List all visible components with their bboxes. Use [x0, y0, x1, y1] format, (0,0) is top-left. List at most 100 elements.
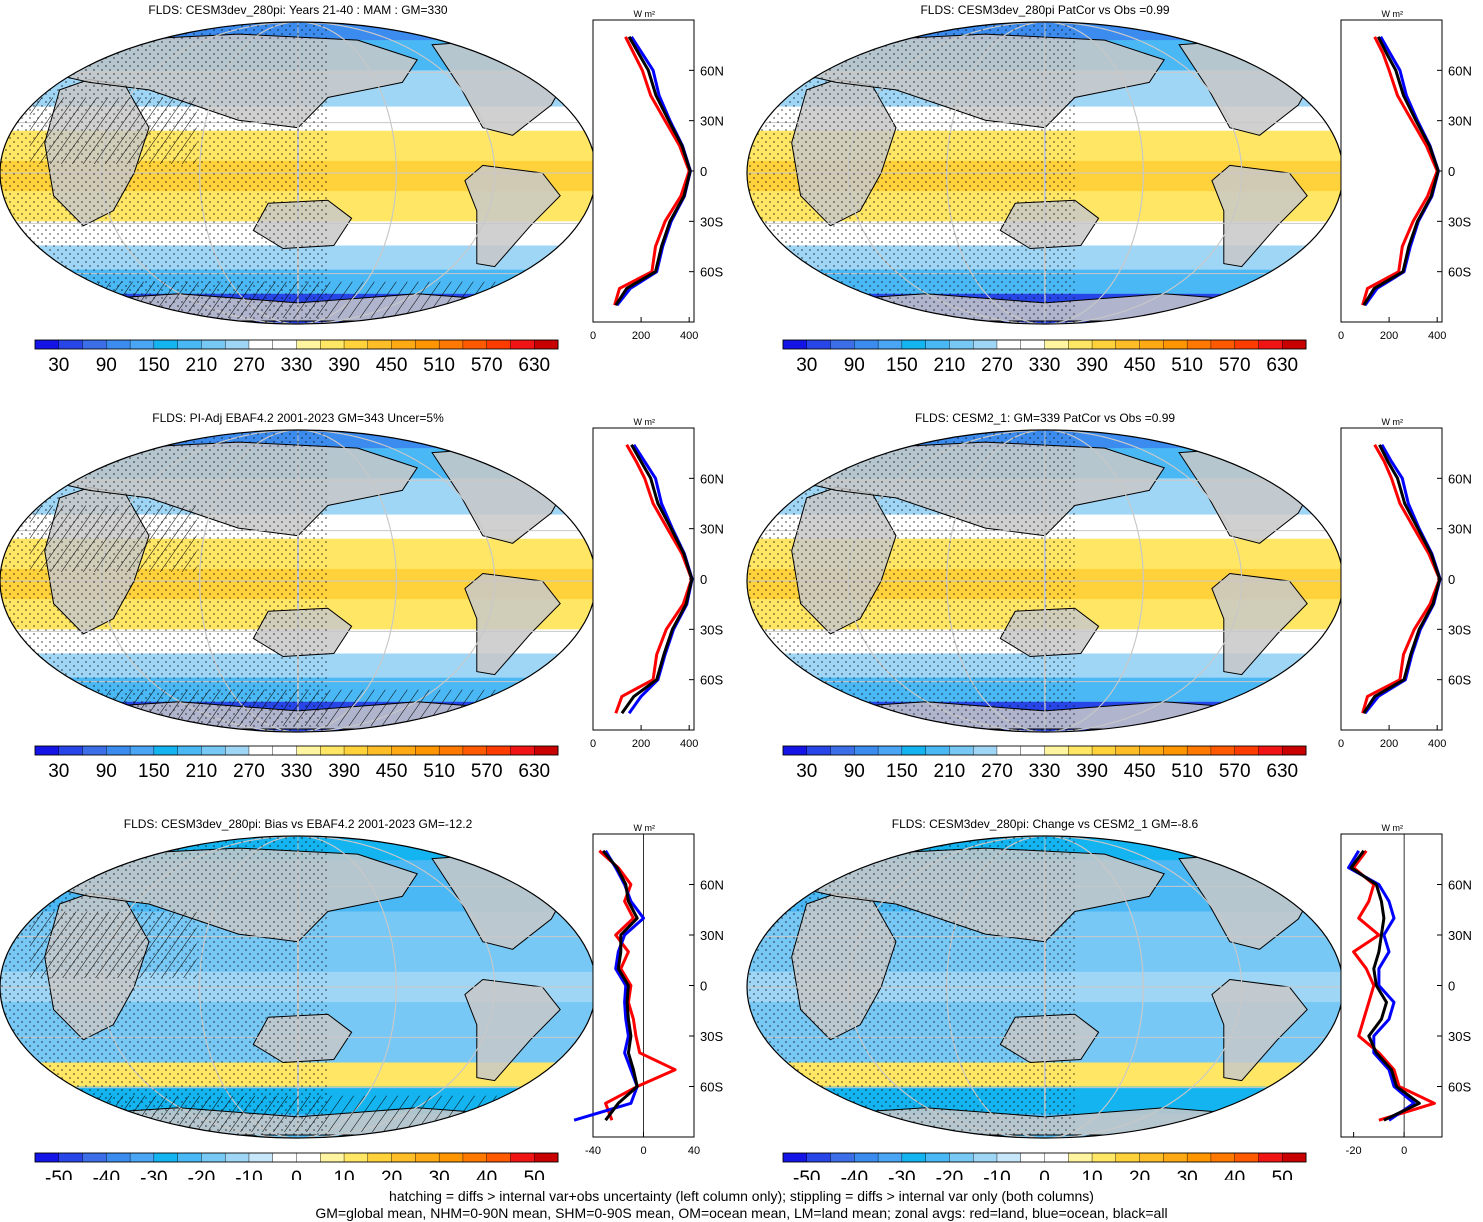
hatch-overlay [59, 1095, 537, 1132]
colorbar-tick-label: 450 [1124, 761, 1156, 782]
profile-y-label: 30N [1448, 114, 1472, 129]
colorbar-swatch [1068, 745, 1093, 756]
profile-x-label: 200 [1380, 738, 1398, 750]
colorbar-tick-label: 510 [423, 355, 455, 376]
profile-y-label: 30N [700, 928, 724, 943]
profile-x-label: 0 [640, 1145, 646, 1157]
colorbar-swatch [177, 339, 202, 350]
colorbar-swatch [782, 1152, 808, 1163]
colorbar-swatch [1139, 745, 1164, 756]
colorbar-tick-label: 210 [186, 355, 218, 376]
colorbar-tick-label: 390 [1076, 761, 1108, 782]
profile-y-label: 60S [1448, 673, 1471, 688]
stipple-overlay [747, 430, 1075, 732]
profile-y-label: 30N [700, 522, 724, 537]
stipple-overlay [0, 836, 328, 1138]
colorbar-tick-label: 390 [328, 355, 360, 376]
profile-x-label: 200 [632, 330, 650, 342]
colorbar-swatch [854, 339, 879, 350]
colorbar-swatch [1258, 745, 1283, 756]
colorbar-tick-label: 270 [981, 355, 1013, 376]
stipple-overlay [0, 430, 328, 732]
colorbar-tick-label: 390 [1076, 355, 1108, 376]
colorbar-tick-label: 570 [1219, 355, 1251, 376]
profile-x-label: 400 [680, 330, 698, 342]
colorbar-tick-label: 30 [429, 1168, 450, 1180]
colorbar-swatch [901, 745, 927, 756]
colorbar-swatch [1139, 1152, 1164, 1163]
colorbar-frame [34, 745, 559, 756]
profile-frame [1340, 833, 1443, 1138]
colorbar-swatch [1258, 339, 1283, 350]
colorbar-swatch [296, 339, 321, 350]
colorbar-tick-label: 30 [48, 355, 69, 376]
colorbar-swatch [925, 339, 950, 350]
profile-x-label: 0 [1338, 330, 1344, 342]
colorbar-swatch [320, 339, 345, 350]
colorbar-tick-label: 40 [476, 1168, 497, 1180]
continent-outline [1211, 164, 1308, 268]
colorbar-swatch [1044, 1152, 1069, 1163]
profile-y-label: 30S [700, 1029, 723, 1044]
zonal-profile-3: W m² 60N 30N 0 30S 60S 0 200 400 [590, 417, 724, 750]
colorbar-tick-label: -40 [841, 1168, 868, 1180]
colorbar-tick-label: 330 [1029, 761, 1061, 782]
colorbar-swatch [1044, 339, 1069, 350]
map-panel-5: FLDS: CESM3dev_280pi: Bias vs EBAF4.2 20… [0, 817, 597, 1180]
profile-series-line [601, 849, 639, 1122]
profile-y-label: 60N [700, 63, 724, 78]
colorbar-swatch [782, 339, 808, 350]
colorbar-swatch [201, 1152, 226, 1163]
hatch-overlay [59, 689, 537, 726]
colorbar-swatch [1163, 339, 1188, 350]
profile-y-label: 60S [700, 1080, 723, 1095]
profile-x-label: 0 [590, 330, 596, 342]
colorbar-tick-label: 450 [376, 355, 408, 376]
colorbar-tick-label: 50 [1272, 1168, 1293, 1180]
colorbar-tick-label: 570 [1219, 761, 1251, 782]
profile-y-label: 0 [1448, 979, 1455, 994]
profile-y-label: 30S [1448, 214, 1471, 229]
colorbar-swatch [1210, 1152, 1236, 1163]
colorbar-tick-label: 90 [844, 761, 865, 782]
colorbar-swatch [248, 745, 274, 756]
colorbar-swatch [106, 1152, 131, 1163]
colorbar-frame [782, 339, 1307, 350]
colorbar-tick-label: 150 [138, 761, 170, 782]
colorbar-swatch [1186, 339, 1212, 350]
colorbar-swatch [391, 745, 416, 756]
colorbar-swatch [901, 1152, 927, 1163]
colorbar-swatch [1234, 1152, 1259, 1163]
hatch-overlay [29, 911, 197, 978]
colorbar-swatch [1234, 745, 1259, 756]
colorbar-swatch [1068, 1152, 1093, 1163]
colorbar-tick-label: -30 [888, 1168, 915, 1180]
profile-x-label: 0 [1401, 1145, 1407, 1157]
colorbar-swatch [806, 1152, 832, 1163]
profile-x-label: 400 [1428, 330, 1446, 342]
profile-y-label: 60N [1448, 63, 1472, 78]
colorbar-swatch [510, 339, 535, 350]
stipple-overlay [747, 22, 1075, 324]
profile-series-line [1352, 849, 1436, 1122]
colorbar-tick-label: 30 [1177, 1168, 1198, 1180]
colorbar-swatch [153, 1152, 179, 1163]
continent-outline [1211, 572, 1308, 676]
colorbar-tick-label: 150 [886, 355, 918, 376]
colorbar-swatch [972, 745, 998, 756]
colorbar-frame [34, 339, 559, 350]
continent-outline [464, 164, 561, 268]
colorbar-swatch [830, 339, 855, 350]
colorbar-tick-label: -50 [793, 1168, 820, 1180]
profile-y-label: 60S [1448, 265, 1471, 280]
colorbar-swatch [224, 339, 250, 350]
map-panel-4: FLDS: CESM2_1: GM=339 PatCor vs Obs =0.9… [746, 411, 1344, 782]
profile-unit-label: W m² [1382, 823, 1404, 833]
colorbar-swatch [782, 745, 808, 756]
profile-y-label: 0 [700, 572, 707, 587]
colorbar-swatch [320, 745, 345, 756]
zonal-profile-6: W m² 60N 30N 0 30S 60S -20 0 [1340, 823, 1472, 1157]
colorbar-tick-label: 330 [281, 761, 313, 782]
colorbar-swatch [1091, 1152, 1117, 1163]
map-field [0, 22, 596, 324]
